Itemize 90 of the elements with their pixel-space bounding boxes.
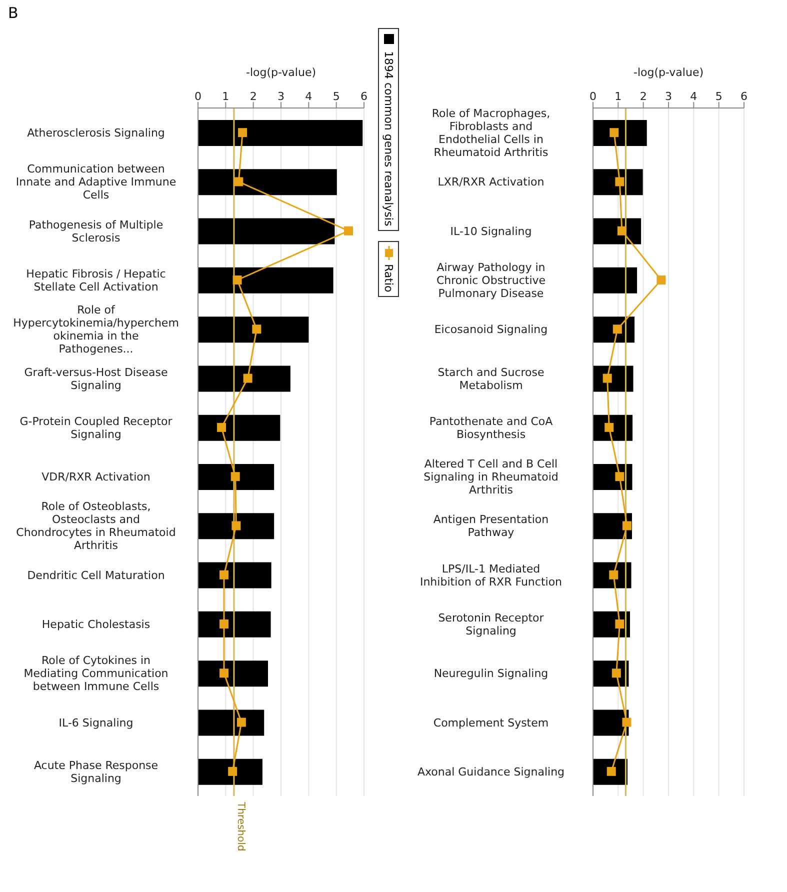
y-tick-label: Acute Phase Response Signaling	[34, 758, 158, 785]
point	[217, 422, 226, 432]
x-tick-label: 0	[194, 90, 202, 103]
x-axis-title: -log(p-value)	[633, 66, 704, 79]
y-tick-label: Role of Hypercytokinemia/hyperchemokinemia in the Pathogenes...	[13, 304, 179, 356]
point	[617, 226, 626, 236]
y-tick-label: Eicosanoid Signaling	[434, 323, 548, 336]
point	[612, 324, 622, 334]
point	[615, 620, 624, 628]
point	[243, 374, 252, 383]
y-tick-label: G-Protein Coupled Receptor Signaling	[20, 414, 173, 441]
y-tick-label: Antigen Presentation Pathway	[433, 513, 549, 540]
y-tick-label: Pantothenate and CoA Biosynthesis	[429, 414, 554, 441]
y-tick-label: Communication between Innate and Adaptive Immune Cells	[16, 162, 176, 202]
bar	[198, 758, 262, 785]
y-tick-label: IL-6 Signaling	[58, 716, 134, 730]
point	[236, 718, 246, 727]
bar	[198, 660, 268, 687]
point	[615, 177, 624, 186]
point	[344, 226, 354, 236]
y-tick-label: Neuregulin Signaling	[434, 667, 548, 680]
bar	[198, 562, 272, 588]
point	[604, 422, 614, 432]
bar	[198, 366, 290, 392]
x-tick-label: 2	[640, 90, 647, 103]
y-tick-label: Role of Osteoblasts, Osteoclasts and Chondrocytes in Rheumatoid Arthritis	[16, 500, 176, 552]
point	[622, 521, 632, 530]
y-tick-label: LXR/RXR Activation	[438, 176, 544, 189]
bar	[593, 120, 647, 146]
x-tick-label: 6	[740, 90, 748, 103]
y-tick-label: Dendritic Cell Maturation	[27, 568, 165, 582]
point	[220, 620, 229, 628]
y-tick-label: VDR/RXR Activation	[42, 470, 150, 484]
x-tick-label: 5	[715, 90, 722, 103]
point	[220, 570, 229, 580]
bar	[198, 513, 274, 540]
y-tick-label: Airway Pathology in Chronic Obstructive Pulmonary Disease	[436, 261, 546, 300]
bar	[198, 414, 280, 441]
y-tick-label: LPS/IL-1 Mediated Inhibition of RXR Function	[420, 562, 562, 588]
point	[228, 766, 238, 776]
x-tick-label: 3	[278, 90, 284, 103]
y-tick-label: Altered T Cell and B Cell Signaling in Rheumatoid Arthritis	[424, 458, 558, 497]
point	[612, 668, 621, 678]
point	[656, 276, 666, 284]
x-tick-label: 4	[690, 90, 698, 103]
y-tick-label: Hepatic Fibrosis / Hepatic Stellate Cell Activation	[26, 268, 166, 294]
legend-label: 1894 common genes reanalysis	[382, 51, 395, 226]
bar	[198, 267, 334, 294]
y-tick-label: Serotonin Receptor Signaling	[438, 612, 544, 638]
point	[234, 177, 244, 186]
bar	[198, 120, 363, 146]
x-tick-label: 5	[332, 90, 340, 103]
y-tick-label: Axonal Guidance Signaling	[417, 765, 565, 778]
bar	[198, 316, 309, 343]
point	[232, 276, 242, 284]
y-tick-label: Pathogenesis of Multiple Sclerosis	[28, 218, 164, 244]
y-tick-label: IL-10 Signaling	[450, 224, 532, 238]
x-tick-label: 0	[590, 90, 596, 103]
y-tick-label: Role of Macrophages, Fibroblasts and Endothelial Cells in Rheumatoid Arthritis	[432, 107, 550, 160]
point	[252, 324, 262, 334]
x-tick-label: 6	[360, 90, 368, 103]
x-tick-label: 1	[222, 90, 230, 103]
x-axis-title: -log(p-value)	[246, 66, 316, 79]
text: B	[8, 4, 18, 22]
y-tick-label: Role of Cytokines in Mediating Communication between Immune Cells	[24, 654, 168, 694]
y-tick-label: Complement System	[433, 716, 549, 730]
point	[220, 668, 229, 678]
x-tick-label: 1	[614, 90, 622, 103]
y-tick-label: Starch and Sucrose Metabolism	[438, 366, 544, 392]
x-tick-label: 2	[250, 90, 257, 103]
bar	[198, 611, 271, 638]
point	[238, 128, 248, 138]
point	[610, 128, 619, 138]
point	[230, 472, 240, 482]
x-tick-label: 3	[665, 90, 672, 103]
point	[615, 472, 624, 482]
bar	[198, 169, 337, 196]
bar	[593, 267, 638, 294]
bar	[198, 464, 274, 490]
point	[622, 718, 632, 727]
legend-label: Ratio	[382, 264, 395, 292]
y-tick-label: Hepatic Cholestasis	[42, 618, 150, 631]
point	[602, 374, 612, 383]
point	[232, 521, 241, 530]
bar	[198, 710, 264, 736]
y-tick-label: Atherosclerosis Signaling	[27, 126, 165, 140]
bar	[198, 218, 335, 244]
x-tick-label: 4	[305, 90, 312, 103]
y-tick-label: Graft-versus-Host Disease Signaling	[24, 366, 168, 392]
ref-line-label: Threshold	[234, 801, 246, 852]
